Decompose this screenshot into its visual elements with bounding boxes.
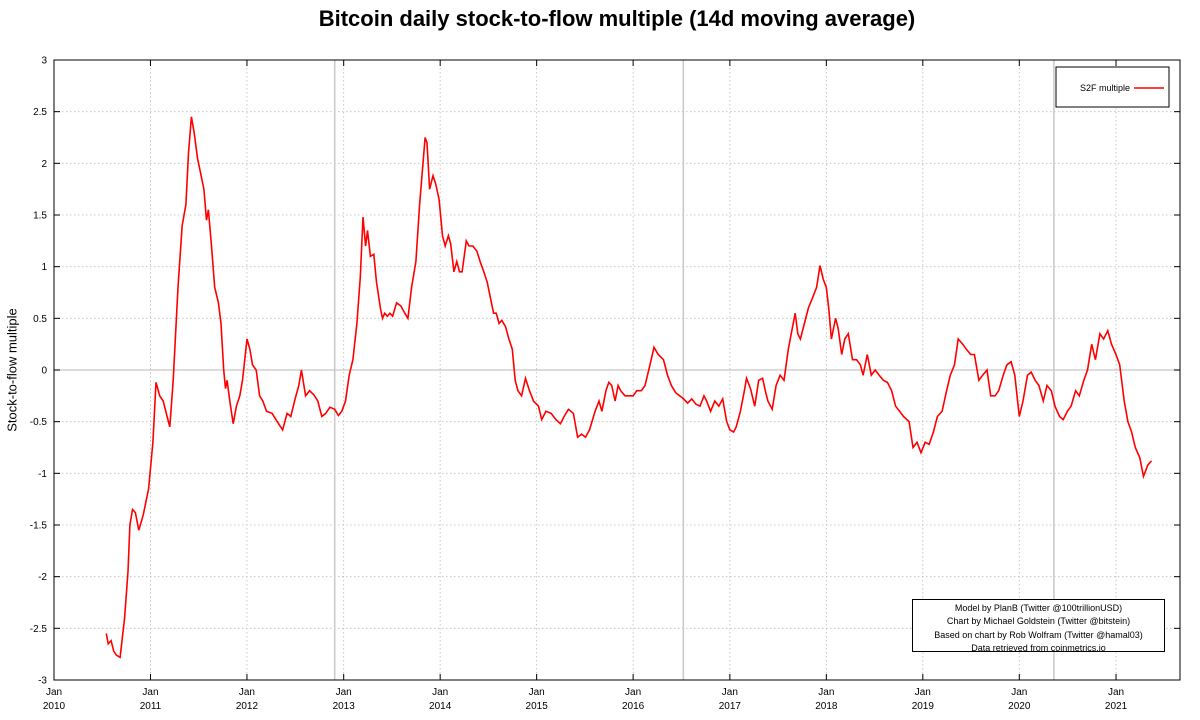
y-tick-label: 0 (41, 366, 47, 377)
series-line-s2f-multiple (105, 116, 1153, 659)
x-tick-label-month: Jan (529, 687, 545, 698)
grid-lines (54, 60, 1180, 680)
legend: S2F multiple (1055, 66, 1170, 108)
x-tick-label-month: Jan (722, 687, 738, 698)
x-tick-label-month: Jan (1108, 687, 1124, 698)
x-tick-label-year: 2016 (622, 701, 645, 712)
y-axis-ticks: -3 -2.5 -2 -1.5 -1 -0.5 0 0.5 1 1.5 2 2.5 3 (30, 56, 1180, 687)
x-tick-label-year: 2013 (333, 701, 356, 712)
x-tick-label-month: Jan (818, 687, 834, 698)
x-tick-label-year: 2014 (429, 701, 452, 712)
y-tick-label: 1 (41, 262, 47, 273)
y-tick-label: 1.5 (33, 211, 47, 222)
y-tick-label: -2 (38, 572, 47, 583)
legend-box (1055, 66, 1170, 108)
x-tick-label-year: 2017 (719, 701, 742, 712)
y-tick-label: 2.5 (33, 107, 47, 118)
x-tick-label-year: 2010 (43, 701, 66, 712)
credits-box: Model by PlanB (Twitter @100trillionUSD)… (912, 599, 1165, 653)
x-tick-label-month: Jan (142, 687, 158, 698)
x-tick-label-year: 2021 (1105, 701, 1128, 712)
x-tick-label-month: Jan (46, 687, 62, 698)
x-tick-label-year: 2019 (912, 701, 935, 712)
credit-line: Chart by Michael Goldstein (Twitter @bit… (946, 616, 1131, 627)
x-tick-label-year: 2012 (236, 701, 259, 712)
y-tick-label: -3 (38, 676, 47, 687)
x-axis-ticks: Jan2010Jan2011Jan2012Jan2013Jan2014Jan20… (43, 60, 1128, 712)
y-tick-label: -2.5 (30, 624, 48, 635)
credit-line: Model by PlanB (Twitter @100trillionUSD) (954, 603, 1123, 613)
x-tick-label-month: Jan (336, 687, 352, 698)
credit-line: Based on chart by Rob Wolfram (Twitter @… (934, 629, 1143, 640)
y-tick-label: 2 (41, 159, 47, 170)
chart-title: Bitcoin daily stock-to-flow multiple (14… (318, 6, 916, 31)
x-tick-label-year: 2018 (815, 701, 838, 712)
y-tick-label: -1 (38, 469, 47, 480)
y-tick-label: 3 (41, 56, 47, 67)
x-tick-label-month: Jan (239, 687, 255, 698)
x-tick-label-month: Jan (625, 687, 641, 698)
y-tick-label: -0.5 (30, 417, 48, 428)
x-tick-label-year: 2020 (1008, 701, 1031, 712)
x-tick-label-year: 2011 (140, 701, 162, 712)
x-tick-label-month: Jan (915, 687, 931, 698)
x-tick-label-month: Jan (1011, 687, 1027, 698)
y-tick-label: -1.5 (30, 521, 48, 532)
legend-label: S2F multiple (1080, 83, 1130, 93)
y-tick-label: 0.5 (33, 314, 47, 325)
credit-line: Data retrieved from coinmetrics.io (971, 642, 1106, 653)
x-tick-label-month: Jan (432, 687, 448, 698)
x-tick-label-year: 2015 (526, 701, 549, 712)
